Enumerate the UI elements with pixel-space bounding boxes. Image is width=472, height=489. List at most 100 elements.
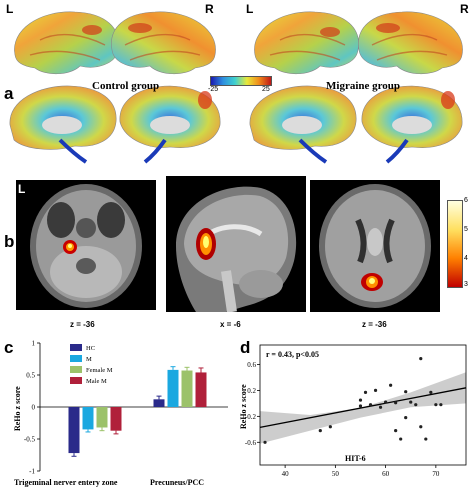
- cortical-surface-maps: [9, 11, 463, 164]
- bar-y-tick-label: 0: [32, 404, 36, 412]
- control-lateral-left-brain: [14, 11, 119, 75]
- control-medial-right-brain: [119, 85, 221, 164]
- mri-colorbar-tick-6: 6: [464, 197, 468, 204]
- legend-swatch: [70, 377, 82, 384]
- migraine-lateral-left-brain: [254, 11, 359, 75]
- bar-y-tick-label: -0.5: [24, 436, 36, 444]
- scatter-point: [439, 403, 443, 407]
- bar-chart-legend: HC M Female M Male M: [70, 344, 113, 385]
- bar: [110, 407, 122, 431]
- scatter-y-tick-label: 0.6: [247, 361, 256, 369]
- scatter-point: [328, 425, 332, 429]
- slice-1-coordinate: z = -36: [70, 320, 95, 329]
- bar: [153, 399, 165, 407]
- bar: [96, 407, 108, 428]
- mri-left-label: L: [18, 182, 26, 196]
- panel-c-letter: c: [4, 338, 14, 357]
- scatter-point: [419, 357, 423, 361]
- surface-colorbar: [210, 76, 272, 86]
- bar: [82, 407, 94, 430]
- legend-label: M: [86, 356, 92, 363]
- legend-label: HC: [86, 345, 95, 352]
- bar: [68, 407, 80, 454]
- scatter-axes: 40 50 60 70 0.6 0.2 -0.2 -0.6: [245, 344, 467, 478]
- mri-colorbar: [447, 200, 463, 288]
- bar: [181, 370, 193, 407]
- scatter-points: [259, 357, 467, 444]
- scatter-y-tick-label: -0.2: [245, 413, 257, 421]
- legend-swatch: [70, 366, 82, 373]
- scatter-point: [409, 400, 413, 404]
- scatter-x-tick-label: 70: [432, 470, 440, 478]
- right-hemisphere-label-migraine: R: [460, 2, 469, 16]
- left-hemisphere-label-control: L: [6, 2, 14, 16]
- scatter-point: [424, 437, 428, 441]
- scatter-point: [434, 403, 438, 407]
- scatter-x-tick-label: 60: [382, 470, 390, 478]
- legend-label: Male M: [86, 378, 107, 385]
- right-hemisphere-label-control: R: [205, 2, 214, 16]
- bar-y-tick-label: 0.5: [26, 372, 35, 380]
- control-medial-left-brain: [9, 85, 117, 164]
- scatter-point: [378, 405, 383, 409]
- scatter-x-tick-label: 40: [282, 470, 290, 478]
- bar-chart-category-0: Trigeminal nerver entery zone: [14, 478, 118, 487]
- scatter-point: [318, 429, 322, 433]
- mri-colorbar-tick-3: 3: [464, 281, 468, 288]
- scatter-point: [419, 425, 423, 429]
- scatter-point: [404, 390, 408, 394]
- scatter-ylabel: ReHo z score: [240, 384, 248, 429]
- scatter-point: [414, 403, 418, 407]
- scatter-point: [373, 388, 378, 393]
- scatter-point: [358, 404, 363, 408]
- scatter-point: [394, 401, 398, 405]
- scatter-point: [394, 429, 398, 433]
- bar-chart-category-1: Precuneus/PCC: [150, 478, 204, 487]
- mri-colorbar-tick-5: 5: [464, 226, 468, 233]
- legend-label: Female M: [86, 367, 113, 374]
- scatter-point: [429, 390, 433, 394]
- mri-sagittal-slice: [166, 176, 306, 312]
- bar-y-tick-label: 1: [32, 340, 36, 348]
- control-group-label: Control group: [92, 80, 160, 92]
- slice-2-coordinate: x = -6: [220, 320, 241, 329]
- mri-colorbar-tick-4: 4: [464, 255, 468, 262]
- panel-a-letter: a: [4, 84, 14, 103]
- scatter-point: [358, 398, 363, 402]
- scatter-point: [384, 400, 388, 404]
- scatter-point: [263, 440, 267, 444]
- panel-d-scatter-plot: 40 50 60 700.60.2-0.2-0.6 r = 0.43, p<0.05 …: [240, 344, 467, 478]
- left-hemisphere-label-migraine: L: [246, 2, 254, 16]
- legend-swatch: [70, 355, 82, 362]
- bar: [167, 369, 179, 407]
- scatter-x-tick-label: 50: [332, 470, 340, 478]
- scatter-point: [363, 390, 368, 394]
- bar-chart-axes: 1 0.5 0 -0.5 -1: [24, 340, 228, 476]
- bar-chart-ylabel: ReHo z score: [13, 386, 22, 431]
- bar-chart-bars: [68, 366, 207, 457]
- scatter-y-tick-label: 0.2: [247, 387, 256, 395]
- scatter-point: [389, 383, 393, 387]
- scatter-y-tick-label: -0.6: [245, 439, 257, 447]
- migraine-lateral-right-brain: [358, 11, 463, 75]
- scatter-xlabel: HIT-6: [345, 454, 366, 463]
- migraine-medial-left-brain: [249, 85, 357, 164]
- scatter-point: [399, 437, 403, 441]
- colorbar-min-label: -25: [208, 86, 219, 93]
- bar-y-tick-label: -1: [29, 468, 35, 476]
- slice-3-coordinate: z = -36: [362, 320, 387, 329]
- mri-axial-slice-1: [16, 180, 156, 310]
- colorbar-max-label: 25: [262, 86, 270, 93]
- regression-line: [259, 387, 467, 429]
- panel-b-letter: b: [4, 232, 15, 251]
- control-lateral-right-brain: [111, 11, 216, 75]
- legend-swatch: [70, 344, 82, 351]
- mri-axial-slice-2: [310, 180, 440, 312]
- bar: [195, 372, 207, 407]
- scatter-correlation-annotation: r = 0.43, p<0.05: [266, 350, 319, 359]
- scatter-point: [404, 416, 408, 420]
- panel-d-letter: d: [240, 338, 251, 357]
- panel-c-bar-chart: 1 0.5 0 -0.5 -1 HC M Female M Male M ReHo z sco…: [13, 340, 228, 487]
- scatter-point: [368, 403, 373, 407]
- migraine-group-label: Migraine group: [326, 80, 401, 92]
